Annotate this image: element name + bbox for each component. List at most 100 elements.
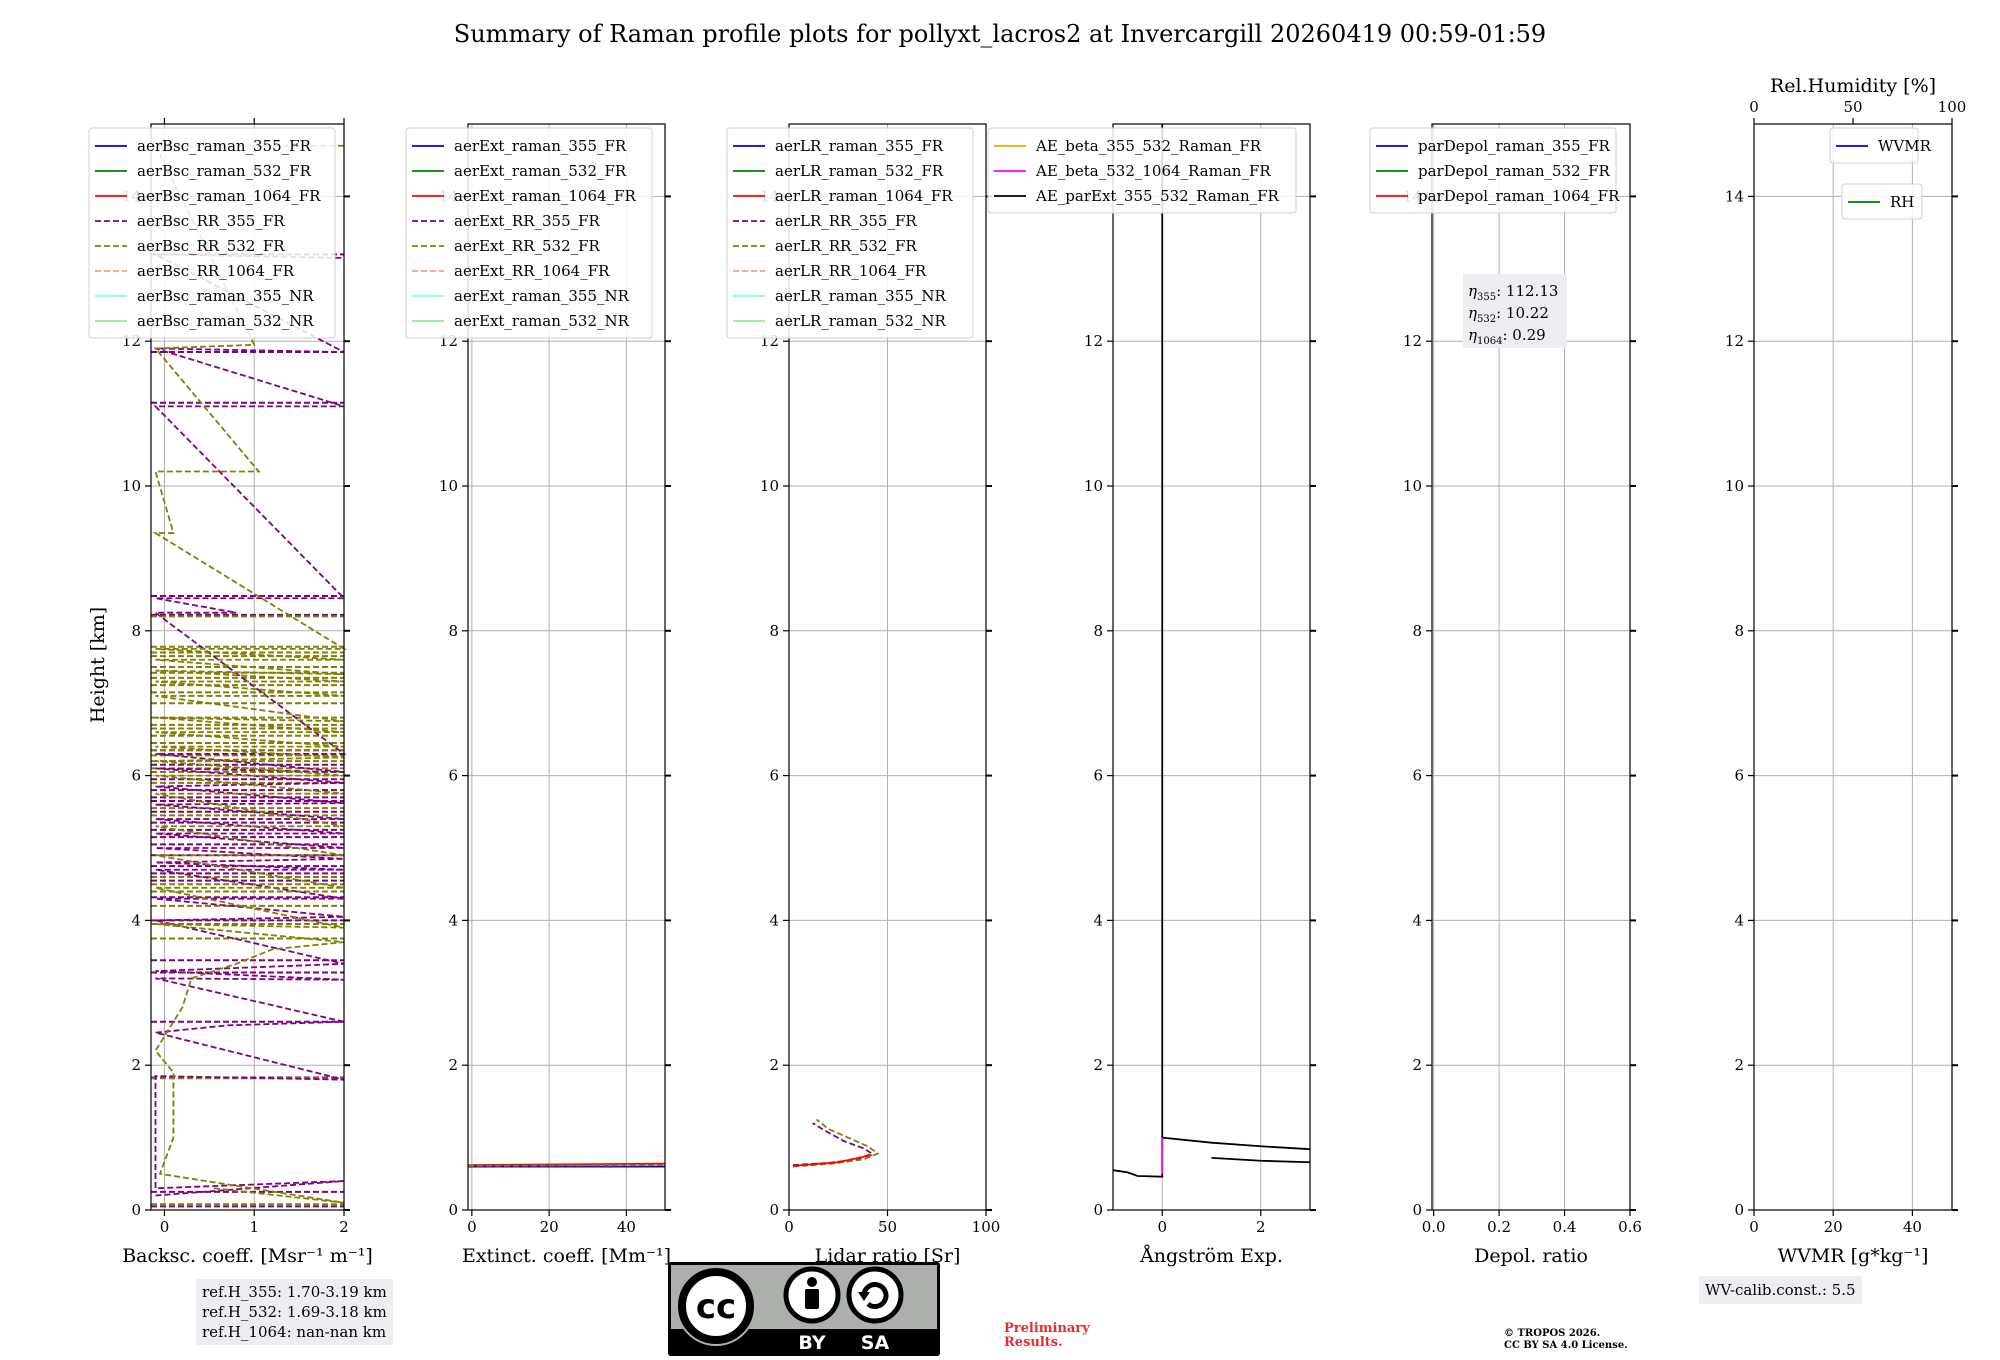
ytick-label: 10: [439, 477, 458, 495]
ytick-label: 8: [448, 622, 458, 640]
reference-heights-box: ref.H_355: 1.70-3.19 km ref.H_532: 1.69-…: [196, 1279, 393, 1345]
ytick-label: 4: [448, 911, 458, 929]
ytick-label: 6: [1734, 767, 1744, 785]
y-axis-label: Height [km]: [87, 607, 109, 723]
eta-value-355: η355: 112.13: [1468, 282, 1558, 303]
panel-bsc: 02468101214012Backsc. coeff. [Msr⁻¹ m⁻¹]…: [88, 118, 373, 1267]
legend-frame: [987, 127, 1297, 214]
xtick-label: 40: [617, 1218, 636, 1236]
xtick-label: 0: [1157, 1218, 1167, 1236]
series-line: [467, 1164, 666, 1167]
panel-ae: 0246810121402Ångström Exp.AE_beta_355_53…: [987, 123, 1316, 1267]
legend-entry: aerExt_raman_355_FR: [454, 137, 627, 155]
ytick-label: 14: [1725, 187, 1744, 205]
legend-entry: aerExt_raman_532_FR: [454, 162, 627, 180]
cc-by-sa-logo: cc BY SA: [668, 1262, 940, 1356]
ytick-label: 2: [1412, 1056, 1422, 1074]
legend-entry: aerExt_raman_355_NR: [454, 287, 630, 305]
ytick-label: 8: [769, 622, 779, 640]
ytick-label: 2: [131, 1056, 141, 1074]
legend-entry: parDepol_raman_1064_FR: [1418, 187, 1620, 205]
xtick-label: 2: [1256, 1218, 1266, 1236]
legend-entry: aerBsc_raman_532_NR: [137, 312, 314, 330]
legend-entry: aerBsc_RR_355_FR: [137, 212, 285, 230]
legend-wvmr: WVMR: [1829, 127, 1932, 164]
ytick-label: 6: [769, 767, 779, 785]
xtick-label: 40: [1903, 1218, 1922, 1236]
axes-frame: [1753, 123, 1953, 1211]
ref-height-532: ref.H_532: 1.69-3.18 km: [202, 1303, 387, 1321]
xtick-label: 0.0: [1422, 1218, 1446, 1236]
legend-entry: aerBsc_raman_355_FR: [137, 137, 312, 155]
xtick-label: 2: [339, 1218, 349, 1236]
ytick-label: 6: [1093, 767, 1103, 785]
series-line: [1211, 1156, 1311, 1164]
ytick-label: 0: [131, 1201, 141, 1219]
ytick-label: 2: [1734, 1056, 1744, 1074]
x-axis-label: Ångström Exp.: [1139, 1245, 1283, 1267]
legend-entry: aerExt_raman_1064_FR: [454, 187, 636, 205]
legend-entry: aerLR_raman_355_FR: [775, 137, 944, 155]
eta-box-bg: [1463, 274, 1567, 348]
legend-entry: aerExt_RR_532_FR: [454, 237, 601, 255]
top-xtick-label: 0: [1749, 98, 1759, 116]
legend-frame: [1369, 127, 1617, 214]
top-x-axis-label: Rel.Humidity [%]: [1770, 75, 1936, 97]
axes-frame: [467, 123, 666, 1211]
ytick-label: 0: [1093, 1201, 1103, 1219]
legend-ae: AE_beta_355_532_Raman_FR AE_beta_532_1064…: [987, 127, 1297, 214]
legend-entry: aerExt_RR_355_FR: [454, 212, 601, 230]
top-xtick-label: 100: [1938, 98, 1967, 116]
legend-lr: aerLR_raman_355_FR aerLR_raman_532_FR aerL…: [726, 127, 974, 339]
ytick-label: 0: [769, 1201, 779, 1219]
ytick-label: 12: [1403, 332, 1422, 350]
ytick-label: 10: [760, 477, 779, 495]
ytick-label: 10: [1403, 477, 1422, 495]
ytick-label: 2: [1093, 1056, 1103, 1074]
legend-frame: [88, 127, 336, 339]
x-axis-label: Depol. ratio: [1474, 1245, 1588, 1267]
legend-entry: AE_beta_355_532_Raman_FR: [1035, 137, 1262, 155]
axes-frame: [1112, 123, 1311, 1211]
eta-value-532: η532: 10.22: [1468, 304, 1549, 325]
figure-title: Summary of Raman profile plots for polly…: [453, 20, 1547, 48]
legend-bsc: aerBsc_raman_355_FR aerBsc_raman_532_FRae…: [88, 127, 336, 339]
legend-entry: WVMR: [1878, 137, 1932, 155]
preliminary-results-note: Preliminary Results.: [1004, 1322, 1090, 1350]
axes-frame: [1431, 123, 1631, 1211]
xtick-label: 0: [467, 1218, 477, 1236]
ytick-label: 2: [769, 1056, 779, 1074]
legend-entry: aerLR_RR_355_FR: [775, 212, 917, 230]
legend-frame: [1829, 127, 1919, 164]
xtick-label: 0.4: [1553, 1218, 1577, 1236]
copyright-line-2: CC BY SA 4.0 License.: [1504, 1340, 1628, 1351]
series-line: [792, 1154, 872, 1167]
copyright-line-1: © TROPOS 2026.: [1504, 1328, 1601, 1339]
legend-entry: aerBsc_RR_1064_FR: [137, 262, 295, 280]
xtick-label: 20: [540, 1218, 559, 1236]
legend-entry: aerBsc_raman_532_FR: [137, 162, 312, 180]
eta-value-1064: η1064: 0.29: [1468, 326, 1546, 347]
ytick-label: 10: [1725, 477, 1744, 495]
x-axis-label: Lidar ratio [Sr]: [815, 1245, 961, 1267]
ytick-label: 4: [1734, 911, 1744, 929]
legend-entry: parDepol_raman_355_FR: [1418, 137, 1611, 155]
ytick-label: 2: [448, 1056, 458, 1074]
legend-entry: RH: [1890, 193, 1914, 211]
axes-frame: [150, 123, 345, 1211]
legend-depol: parDepol_raman_355_FR parDepol_raman_532_…: [1369, 127, 1620, 214]
series-line: [792, 1118, 880, 1168]
ref-height-355: ref.H_355: 1.70-3.19 km: [202, 1283, 387, 1301]
legend-entry: aerBsc_raman_1064_FR: [137, 187, 321, 205]
legend-rh: RH: [1841, 183, 1923, 220]
ytick-label: 4: [131, 911, 141, 929]
xtick-label: 100: [972, 1218, 1001, 1236]
xtick-label: 0.2: [1487, 1218, 1511, 1236]
legend-entry: aerExt_raman_532_NR: [454, 312, 630, 330]
ytick-label: 12: [1725, 332, 1744, 350]
prelim-line-1: Preliminary: [1004, 1321, 1090, 1336]
ytick-label: 8: [131, 622, 141, 640]
